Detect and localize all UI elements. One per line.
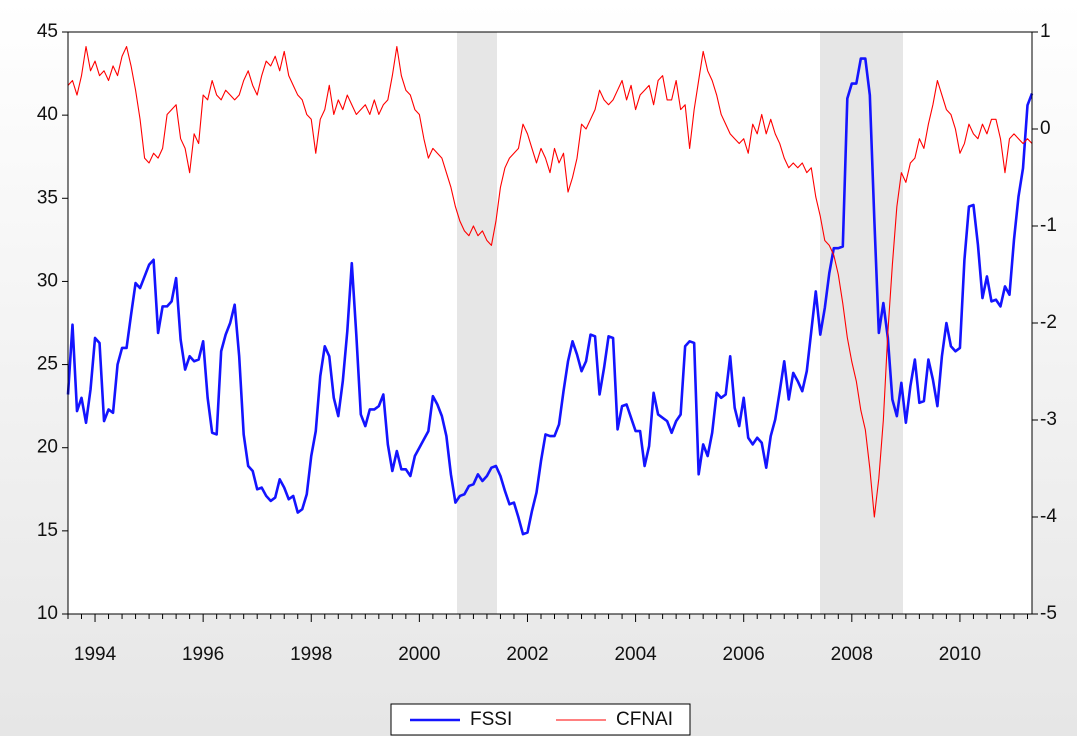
x-tick-label: 2004 <box>614 644 657 665</box>
series-line <box>67 46 1033 518</box>
x-tick-label: 1994 <box>74 644 117 665</box>
y2-tick-label: 0 <box>1040 118 1051 139</box>
recession-band <box>820 32 903 614</box>
y-tick-label: 10 <box>37 603 58 624</box>
y-tick-label: 35 <box>37 187 58 208</box>
legend-label: FSSI <box>470 709 512 730</box>
y2-tick-label: -3 <box>1040 409 1057 430</box>
y-tick-label: 25 <box>37 354 58 375</box>
x-tick-label: 2000 <box>398 644 440 665</box>
y-tick-label: 30 <box>37 270 58 291</box>
y2-tick-label: -2 <box>1040 312 1057 333</box>
x-tick-label: 2006 <box>723 644 765 665</box>
marks <box>66 46 1034 536</box>
y2-tick-label: -1 <box>1040 215 1057 236</box>
y2-tick-label: -4 <box>1040 506 1057 527</box>
legend-label: CFNAI <box>616 709 673 730</box>
recession-band <box>457 32 497 614</box>
y-tick-label: 15 <box>37 520 58 541</box>
x-tick-label: 2002 <box>506 644 548 665</box>
y-tick-label: 40 <box>37 104 58 125</box>
y-tick-label: 20 <box>37 437 58 458</box>
y2-tick-label: -5 <box>1040 603 1057 624</box>
x-tick-label: 1998 <box>290 644 332 665</box>
x-tick-label: 2010 <box>939 644 981 665</box>
series-line <box>66 57 1034 536</box>
y-tick-label: 45 <box>37 21 58 42</box>
y2-tick-label: 1 <box>1040 21 1051 42</box>
x-tick-label: 2008 <box>831 644 873 665</box>
x-tick-label: 1996 <box>182 644 224 665</box>
